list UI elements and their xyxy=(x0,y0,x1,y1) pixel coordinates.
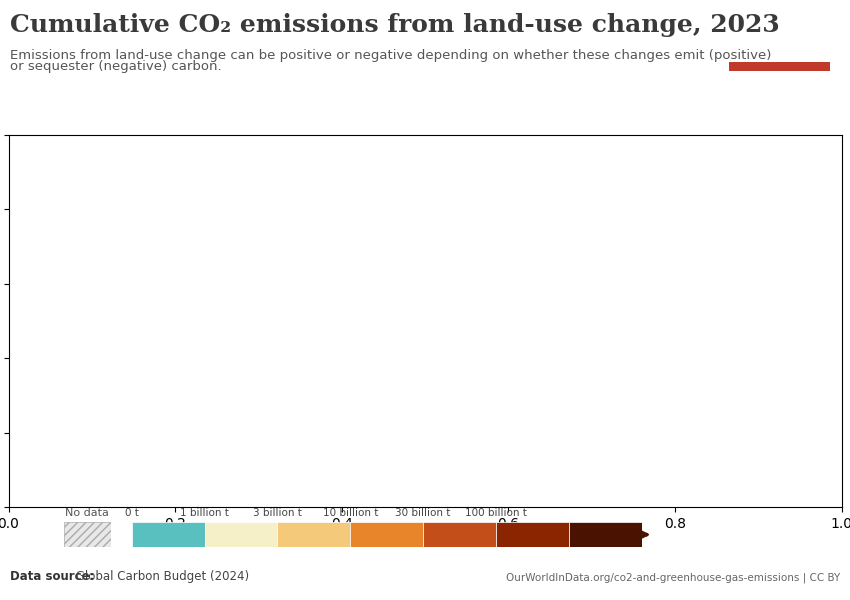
Text: 100 billion t: 100 billion t xyxy=(465,508,527,518)
Text: or sequester (negative) carbon.: or sequester (negative) carbon. xyxy=(10,60,222,73)
Text: Our World
in Data: Our World in Data xyxy=(748,23,811,46)
Text: 0 t: 0 t xyxy=(125,508,139,518)
Bar xyxy=(569,522,642,547)
Text: 30 billion t: 30 billion t xyxy=(395,508,450,518)
Text: OurWorldInData.org/co2-and-greenhouse-gas-emissions | CC BY: OurWorldInData.org/co2-and-greenhouse-ga… xyxy=(506,572,840,583)
Bar xyxy=(729,62,830,71)
Text: Emissions from land-use change can be positive or negative depending on whether : Emissions from land-use change can be po… xyxy=(10,49,772,62)
Text: 3 billion t: 3 billion t xyxy=(253,508,302,518)
Text: Cumulative CO₂ emissions from land-use change, 2023: Cumulative CO₂ emissions from land-use c… xyxy=(10,13,780,37)
Bar xyxy=(423,522,496,547)
Text: 10 billion t: 10 billion t xyxy=(323,508,378,518)
Text: Data source:: Data source: xyxy=(10,570,94,583)
Bar xyxy=(350,522,423,547)
Text: 1 billion t: 1 billion t xyxy=(180,508,229,518)
Text: Global Carbon Budget (2024): Global Carbon Budget (2024) xyxy=(72,570,249,583)
Text: No data: No data xyxy=(65,508,109,518)
Bar xyxy=(205,522,277,547)
Bar xyxy=(496,522,569,547)
Bar xyxy=(277,522,350,547)
Bar xyxy=(132,522,205,547)
